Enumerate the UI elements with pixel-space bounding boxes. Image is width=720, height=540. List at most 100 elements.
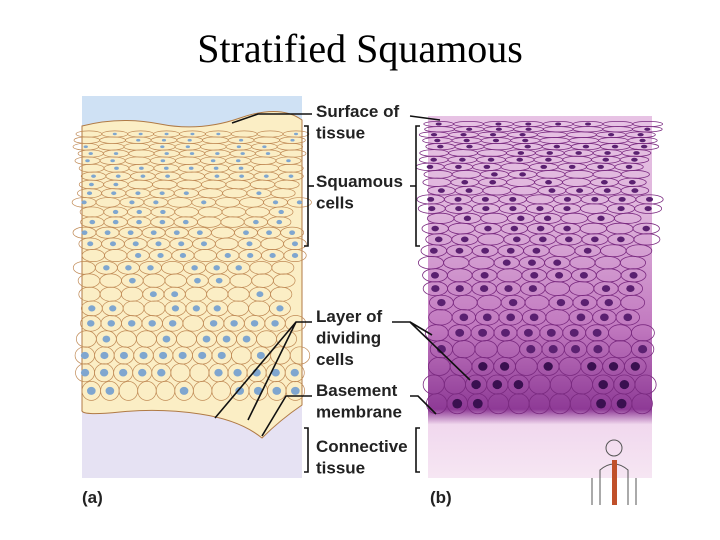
nucleus bbox=[136, 219, 142, 225]
nucleus bbox=[290, 138, 295, 142]
nucleus bbox=[155, 241, 162, 247]
nucleus bbox=[637, 133, 644, 137]
nucleus bbox=[150, 230, 157, 235]
nucleus bbox=[91, 174, 96, 178]
nucleus bbox=[569, 328, 579, 337]
cell bbox=[615, 309, 640, 326]
nucleus bbox=[607, 133, 615, 137]
nucleus bbox=[157, 368, 166, 377]
nucleus bbox=[489, 133, 497, 137]
cell bbox=[633, 233, 661, 246]
nucleus bbox=[272, 386, 282, 395]
nucleus bbox=[147, 265, 154, 271]
cell bbox=[284, 315, 307, 332]
nucleus bbox=[253, 219, 259, 225]
nucleus bbox=[99, 368, 109, 377]
nucleus bbox=[266, 230, 272, 235]
nucleus bbox=[522, 138, 529, 143]
cell bbox=[270, 188, 296, 199]
nucleus bbox=[523, 328, 533, 337]
nucleus bbox=[478, 328, 488, 337]
label: cells bbox=[316, 194, 354, 213]
nucleus bbox=[516, 157, 523, 162]
nucleus bbox=[291, 252, 299, 259]
nucleus bbox=[256, 191, 262, 196]
nucleus bbox=[619, 379, 630, 390]
nucleus bbox=[113, 152, 119, 155]
nucleus bbox=[263, 174, 269, 178]
nucleus bbox=[556, 298, 566, 307]
nucleus bbox=[291, 241, 298, 247]
nucleus bbox=[604, 151, 611, 155]
nucleus bbox=[88, 152, 93, 155]
nucleus bbox=[162, 335, 171, 343]
nucleus bbox=[540, 164, 548, 169]
nucleus bbox=[119, 351, 128, 360]
nucleus bbox=[243, 230, 249, 235]
nucleus bbox=[539, 236, 547, 243]
nucleus bbox=[528, 285, 538, 293]
nucleus bbox=[501, 328, 510, 337]
label: Surface of bbox=[316, 102, 399, 121]
body-icon bbox=[591, 439, 637, 505]
leader-lines bbox=[214, 113, 471, 473]
nucleus bbox=[250, 320, 259, 327]
nucleus bbox=[178, 241, 185, 247]
nucleus bbox=[611, 144, 619, 149]
nucleus bbox=[136, 209, 142, 215]
nucleus bbox=[571, 345, 581, 354]
nucleus bbox=[190, 132, 195, 136]
nucleus bbox=[256, 291, 264, 298]
nucleus bbox=[239, 174, 245, 178]
nucleus bbox=[583, 247, 592, 254]
leader-line bbox=[409, 115, 441, 121]
nucleus bbox=[455, 285, 464, 293]
label: Connective bbox=[316, 437, 408, 456]
nucleus bbox=[575, 151, 582, 155]
nucleus bbox=[509, 196, 517, 202]
nucleus bbox=[213, 166, 219, 170]
cell bbox=[631, 340, 655, 359]
nucleus bbox=[437, 144, 444, 149]
nucleus bbox=[530, 271, 539, 279]
nucleus bbox=[105, 386, 115, 395]
nucleus bbox=[214, 368, 223, 377]
nucleus bbox=[489, 180, 497, 185]
nucleus bbox=[129, 277, 136, 284]
label: cells bbox=[316, 350, 354, 369]
nucleus bbox=[587, 362, 597, 371]
nucleus bbox=[483, 164, 491, 169]
nucleus bbox=[129, 200, 135, 205]
nucleus bbox=[235, 265, 242, 271]
nucleus bbox=[545, 180, 552, 185]
nucleus bbox=[111, 191, 117, 196]
nucleus bbox=[454, 196, 462, 202]
cell bbox=[620, 185, 650, 196]
nucleus bbox=[240, 152, 245, 155]
nucleus bbox=[88, 182, 94, 187]
label: Basement bbox=[316, 381, 398, 400]
label: tissue bbox=[316, 124, 365, 143]
nucleus bbox=[460, 133, 467, 137]
nucleus bbox=[436, 345, 446, 354]
nucleus bbox=[629, 271, 638, 279]
nucleus bbox=[293, 132, 299, 136]
nucleus bbox=[185, 145, 191, 149]
nucleus bbox=[157, 252, 164, 259]
nucleus bbox=[465, 188, 473, 193]
nucleus bbox=[86, 191, 93, 196]
nucleus bbox=[510, 225, 519, 232]
cell bbox=[624, 356, 647, 376]
nucleus bbox=[164, 152, 169, 155]
nucleus bbox=[642, 225, 650, 232]
nucleus bbox=[517, 215, 525, 221]
cell bbox=[634, 203, 663, 214]
panel-label: (a) bbox=[82, 488, 103, 507]
nucleus bbox=[213, 305, 221, 312]
nucleus bbox=[482, 206, 490, 212]
nucleus bbox=[431, 285, 440, 293]
nucleus bbox=[633, 151, 640, 155]
cell bbox=[289, 346, 311, 365]
nucleus bbox=[460, 236, 469, 243]
nucleus bbox=[210, 159, 216, 163]
